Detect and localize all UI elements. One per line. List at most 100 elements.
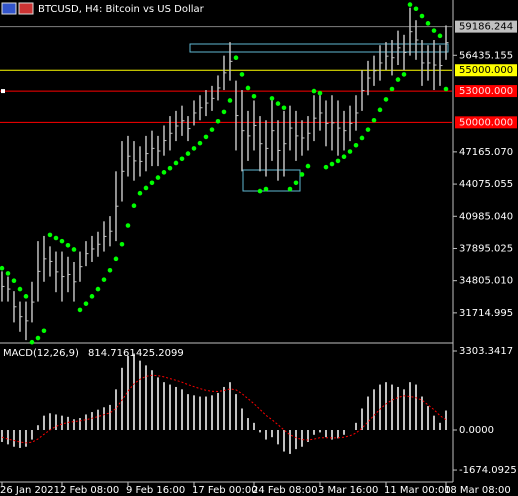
sar-dot xyxy=(431,28,437,33)
sar-dot xyxy=(335,158,341,164)
sar-dot xyxy=(113,256,119,262)
y-tick-label: 40985.040 xyxy=(459,211,513,222)
level-label: 50000.000 xyxy=(459,117,513,128)
sar-dot xyxy=(95,286,101,292)
sar-dot xyxy=(53,235,59,241)
sar-dot xyxy=(383,97,389,102)
sar-dot xyxy=(323,164,329,170)
y-tick-label: 3303.3417 xyxy=(459,346,513,357)
sar-dot xyxy=(11,278,17,284)
sar-dot xyxy=(143,185,149,191)
sar-dot xyxy=(161,170,167,175)
sar-dot xyxy=(251,93,257,99)
sar-dot xyxy=(311,88,317,94)
sar-dot xyxy=(173,160,179,166)
sar-dot xyxy=(203,134,209,140)
sar-dot xyxy=(401,72,407,77)
indicator-name: MACD(12,26,9) xyxy=(3,348,79,359)
sar-dot xyxy=(185,151,191,156)
sar-dot xyxy=(197,140,203,146)
sar-dot xyxy=(35,335,41,341)
sar-dot xyxy=(131,203,137,209)
sar-dot xyxy=(263,186,269,192)
level-label-box xyxy=(455,64,517,77)
sar-dot xyxy=(5,271,11,276)
flag-icon xyxy=(18,2,34,15)
sar-dot xyxy=(305,163,311,169)
sar-dot xyxy=(107,268,113,273)
sar-dot xyxy=(377,107,383,113)
sar-dot xyxy=(245,85,251,91)
sar-dot xyxy=(89,294,95,299)
sar-dot xyxy=(269,96,275,101)
sar-dot xyxy=(329,161,335,167)
x-tick-label: 11 Mar 00:00 xyxy=(384,485,451,496)
sar-dot xyxy=(137,190,143,196)
sar-dot xyxy=(389,86,395,92)
sar-dot xyxy=(437,33,443,39)
sar-dot xyxy=(125,223,131,228)
x-tick-label: 9 Feb 16:00 xyxy=(126,485,185,496)
indicator-value: 814.7161 xyxy=(88,348,136,359)
y-tick-label: 34805.010 xyxy=(459,276,513,287)
sar-dot xyxy=(119,241,125,247)
current-price-label: 59186.244 xyxy=(459,22,513,33)
y-tick-label: 31714.995 xyxy=(459,308,513,319)
sar-dot xyxy=(257,188,263,194)
sar-dot xyxy=(71,247,77,252)
x-tick-label: 24 Feb 08:00 xyxy=(252,485,318,496)
x-tick-label: 17 Feb 00:00 xyxy=(192,485,258,496)
sar-dot xyxy=(293,180,299,186)
sar-dot xyxy=(365,127,371,132)
sar-dot xyxy=(413,6,419,12)
sar-dot xyxy=(407,2,413,7)
sar-dot xyxy=(233,55,239,61)
sar-dot xyxy=(317,90,323,96)
sar-dot xyxy=(155,175,161,180)
sar-dot xyxy=(17,286,23,292)
sar-dot xyxy=(221,109,227,115)
sar-dot xyxy=(83,301,89,306)
y-tick-label: 56435.155 xyxy=(459,50,513,61)
level-label-box xyxy=(455,116,517,129)
sar-dot xyxy=(371,117,377,123)
level-label-box xyxy=(455,85,517,98)
sar-dot xyxy=(443,86,449,92)
x-tick-label: 18 Mar 08:00 xyxy=(444,485,511,496)
chart-title: BTCUSD, H4: Bitcoin vs US Dollar xyxy=(38,4,205,15)
sar-dot xyxy=(191,146,197,151)
sar-dot xyxy=(359,135,365,141)
x-tick-label: 2 Feb 08:00 xyxy=(60,485,119,496)
level-handle xyxy=(1,89,5,94)
rectangle-object xyxy=(189,43,449,53)
y-tick-label: 0.0000 xyxy=(459,425,494,436)
sar-dot xyxy=(299,172,305,177)
sar-dot xyxy=(65,242,71,248)
sar-dot xyxy=(215,118,221,124)
sar-dot xyxy=(101,277,107,282)
sar-dot xyxy=(425,21,431,26)
sar-dot xyxy=(77,307,83,313)
sar-dot xyxy=(239,72,245,77)
sar-dot xyxy=(23,294,29,299)
current-price-box xyxy=(455,20,517,33)
level-label: 55000.000 xyxy=(459,65,513,76)
sar-dot xyxy=(0,265,5,271)
sar-dot xyxy=(395,77,401,82)
sar-dot xyxy=(47,232,53,238)
sar-dot xyxy=(227,98,233,103)
sar-dot xyxy=(149,180,155,186)
sar-dot xyxy=(419,13,425,19)
sar-dot xyxy=(29,339,35,345)
sar-dot xyxy=(167,165,173,171)
y-tick-label: 44075.055 xyxy=(459,179,513,190)
sar-dot xyxy=(281,105,287,111)
x-tick-label: 3 Mar 16:00 xyxy=(318,485,378,496)
y-tick-label: -1674.0925 xyxy=(459,465,517,476)
sar-dot xyxy=(179,156,185,162)
sar-dot xyxy=(353,142,359,148)
sar-dot xyxy=(41,328,47,334)
signal-line xyxy=(1,374,447,444)
y-tick-label: 47165.070 xyxy=(459,147,513,158)
